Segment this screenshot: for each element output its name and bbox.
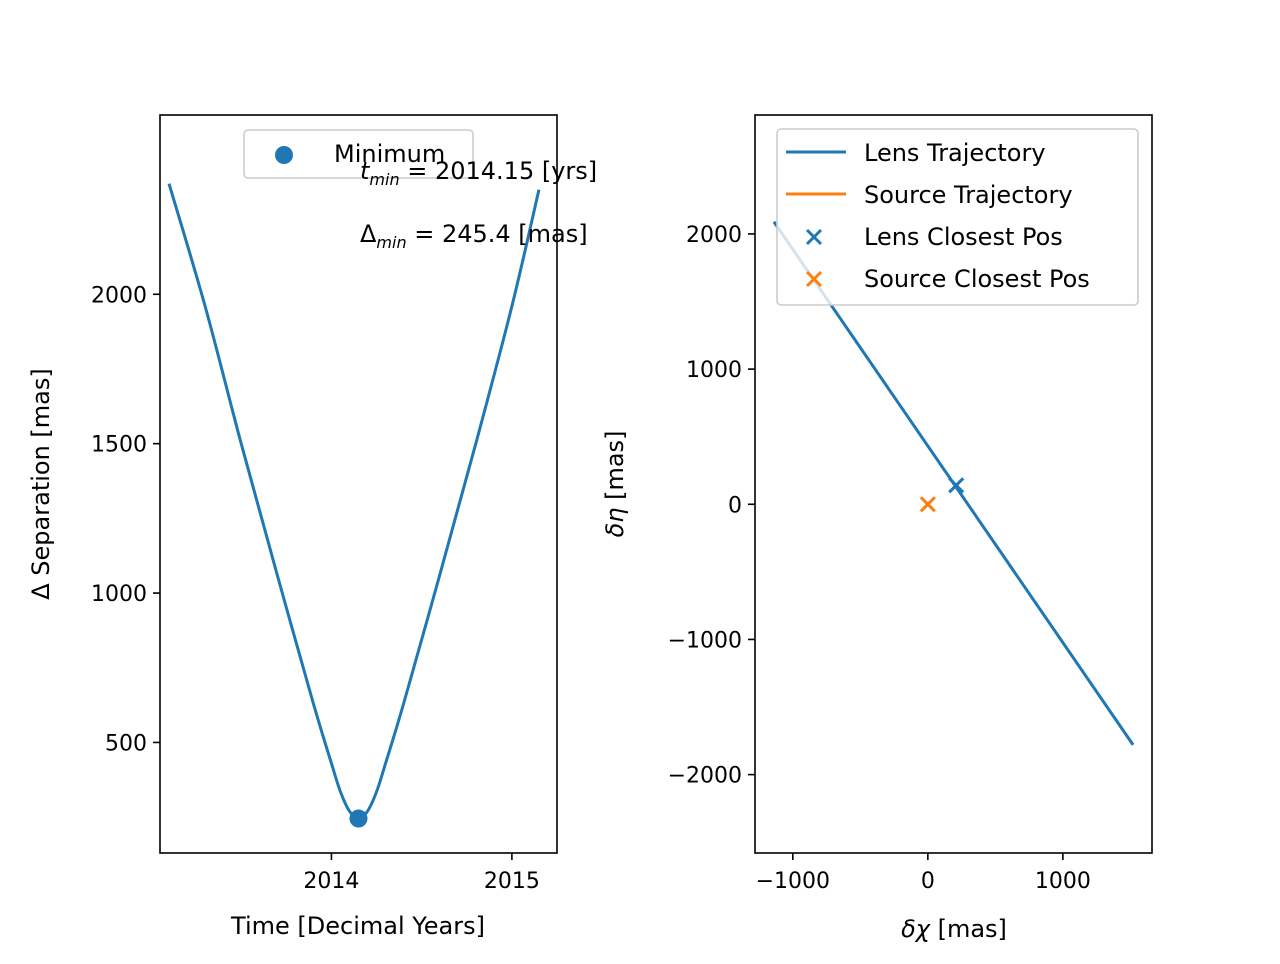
t-min-value: = 2014.15 [yrs] [400,157,598,185]
trajectory-y-ticks: −2000 −1000 0 1000 2000 [668,223,755,789]
separation-x-tick-label: 2015 [484,869,540,894]
delta-min-symbol: Δ [360,220,377,248]
minimum-legend-marker [275,146,293,164]
separation-plot: 2014 2015 500 1000 1500 2000 Time [Decimal Y… [27,114,597,940]
source-trajectory-legend-label: Source Trajectory [864,181,1073,209]
separation-legend-box [243,129,474,179]
separation-x-ticks: 2014 2015 [303,853,540,894]
minimum-legend-label: Minimum [334,140,445,168]
lens-trajectory-legend-label: Lens Trajectory [864,139,1046,167]
source-closest-legend-label: Source Closest Pos [864,265,1090,293]
trajectory-y-tick-label: 0 [728,493,742,518]
trajectory-x-unit: [mas] [930,915,1007,943]
trajectory-y-tick-label: −1000 [668,628,742,653]
t-min-subscript: min [369,170,399,189]
separation-x-axis-label: Time [Decimal Years] [230,912,485,940]
delta-min-subscript: min [376,233,406,252]
lens-closest-pos-marker [948,477,965,494]
delta-min-annotation: Δmin = 245.4 [mas] [360,220,588,252]
trajectory-axes-frame [754,114,1153,854]
trajectory-x-tick-label: 0 [921,869,935,894]
trajectory-data [772,220,1135,746]
separation-y-tick-label: 1500 [91,433,147,458]
separation-legend: Minimum [243,129,474,179]
trajectory-y-tick-label: 1000 [686,358,742,383]
separation-y-tick-label: 1000 [91,582,147,607]
delta-min-value: = 245.4 [mas] [407,220,588,248]
trajectory-legend: Lens Trajectory Source Trajectory Lens C… [776,128,1139,306]
trajectory-x-symbol: δχ [901,915,931,943]
separation-axes-frame [159,114,558,854]
separation-y-ticks: 500 1000 1500 2000 [91,283,160,756]
separation-y-tick-label: 2000 [91,283,147,308]
trajectory-y-unit: [mas] [601,431,629,508]
trajectory-legend-box [776,128,1139,306]
trajectory-x-tick-label: 1000 [1035,869,1091,894]
lens-closest-legend-label: Lens Closest Pos [864,223,1063,251]
minimum-point [349,809,368,828]
trajectory-y-tick-label: 2000 [686,223,742,248]
separation-data [167,183,541,828]
separation-y-axis-label: Δ Separation [mas] [27,368,55,599]
trajectory-x-ticks: −1000 0 1000 [756,853,1091,894]
source-closest-legend-marker [805,270,823,288]
trajectory-x-tick-label: −1000 [756,869,830,894]
lens-closest-legend-marker [805,228,823,246]
t-min-symbol: t [360,157,371,185]
trajectory-x-axis-label: δχ [mas] [901,915,1007,943]
trajectory-y-symbol: δη [601,508,629,538]
trajectory-y-tick-label: −2000 [668,764,742,789]
separation-y-tick-label: 500 [105,731,147,756]
separation-x-tick-label: 2014 [303,869,359,894]
trajectory-y-axis-label: δη [mas] [601,431,629,538]
t-min-annotation: tmin = 2014.15 [yrs] [360,157,597,189]
source-closest-pos-marker [919,496,936,513]
